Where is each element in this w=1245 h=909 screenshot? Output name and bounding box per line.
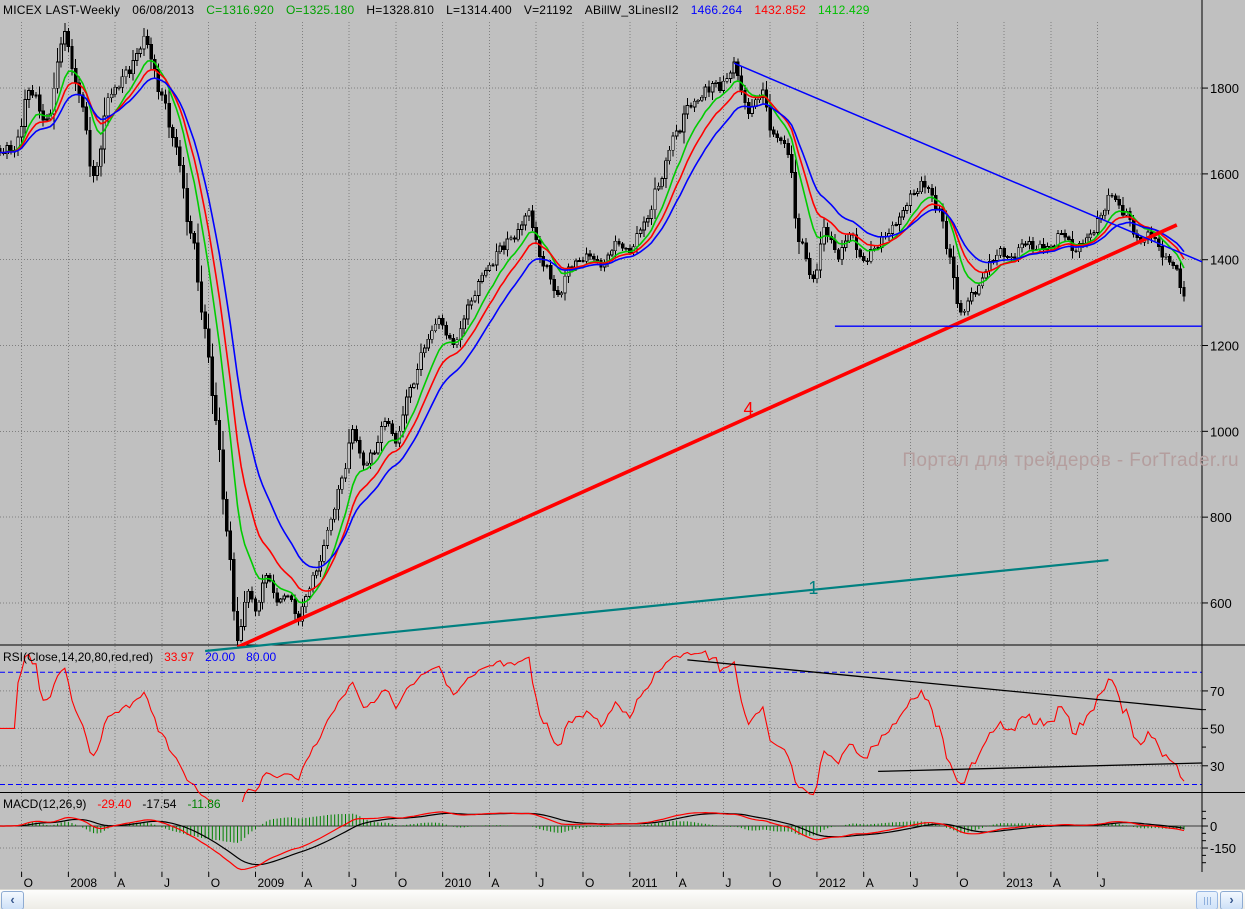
moving-averages — [0, 59, 1185, 604]
x-axis-label: A — [679, 876, 687, 890]
scroll-right-button[interactable]: › — [1220, 891, 1243, 909]
header-item: O=1325.180 — [286, 3, 355, 17]
x-axis-label: A — [491, 876, 499, 890]
macd-value: -17.54 — [142, 797, 177, 811]
header-item: H=1328.810 — [366, 3, 435, 17]
x-axis-label: A — [117, 876, 125, 890]
macd-signal-line — [0, 812, 1185, 866]
x-axis-label: O — [959, 876, 968, 890]
trendline-4-label: 4 — [744, 399, 754, 419]
header-item: L=1314.400 — [446, 3, 512, 17]
x-axis-label: J — [351, 876, 357, 890]
x-axis-label: O — [772, 876, 781, 890]
rsi-value: 20.00 — [205, 650, 236, 664]
rsi-axis-label: 70 — [1210, 684, 1224, 699]
horizontal-scrollbar[interactable]: ‹ › — [0, 889, 1245, 909]
header-item: C=1316.920 — [206, 3, 275, 17]
macd-line — [0, 811, 1185, 871]
rsi-lower-trendline — [878, 762, 1203, 773]
rsi-line — [0, 650, 1185, 802]
header-item: 06/08/2013 — [132, 3, 195, 17]
price-axis-label: 1600 — [1210, 167, 1239, 182]
resistance-trendline — [733, 62, 1203, 263]
price-axis-label: 1400 — [1210, 253, 1239, 268]
scroll-left-button[interactable]: ‹ — [1, 891, 24, 909]
x-axis-label: 2010 — [445, 876, 472, 890]
candlestick-series — [0, 23, 1186, 649]
rsi-axis-label: 50 — [1210, 721, 1224, 736]
header-item: ABillW_3LinesII2 — [584, 3, 679, 17]
rsi-value: 33.97 — [164, 650, 195, 664]
macd-histogram — [3, 813, 1185, 843]
header-item: 1412.429 — [818, 3, 870, 17]
macd-axis-label: 0 — [1210, 819, 1217, 834]
x-axis-label: O — [398, 876, 407, 890]
x-axis-label: 2011 — [632, 876, 658, 890]
x-axis-label: O — [24, 876, 33, 890]
x-axis-label: A — [304, 876, 312, 890]
x-axis-label: O — [211, 876, 220, 890]
rsi-axis-label: 30 — [1210, 759, 1224, 774]
x-axis-label: 2012 — [819, 876, 846, 890]
trendline-1 — [205, 558, 1109, 653]
price-axis-label: 600 — [1210, 596, 1232, 611]
trendline-1-label: 1 — [808, 578, 818, 598]
x-axis-label: J — [725, 876, 731, 890]
rsi-upper-trendline — [687, 659, 1203, 711]
macd-value: -29.40 — [97, 797, 132, 811]
x-axis-label: A — [1053, 876, 1061, 890]
x-axis-label: J — [538, 876, 544, 890]
ma-mid-line — [0, 69, 1185, 592]
macd-axis-label: -150 — [1210, 841, 1236, 856]
rsi-value: 80.00 — [246, 650, 277, 664]
chevron-right-icon: › — [1229, 892, 1234, 907]
price-axis-label: 1000 — [1210, 424, 1239, 439]
x-axis-label: 2009 — [258, 876, 285, 890]
watermark: Портал для трейдеров - ForTrader.ru — [902, 450, 1239, 471]
macd-label: MACD(12,26,9) — [3, 797, 87, 811]
ma-slow-line — [0, 77, 1185, 569]
header-bar: MICEX LAST-Weekly 06/08/2013 C=1316.920 O=1… — [3, 3, 870, 17]
price-axis-label: 1800 — [1210, 81, 1239, 96]
x-axis-label: J — [912, 876, 918, 890]
x-axis-label: A — [866, 876, 874, 890]
header-item: MICEX LAST-Weekly — [3, 3, 121, 17]
x-axis-label: J — [164, 876, 170, 890]
header-item: 1432.852 — [754, 3, 807, 17]
macd-label-row: MACD(12,26,9) -29.40 -17.54 -11.86 — [3, 797, 221, 811]
x-axis-label: 2008 — [70, 876, 97, 890]
price-axis-label: 1200 — [1210, 339, 1239, 354]
price-axis-label: 800 — [1210, 510, 1232, 525]
rsi-label: RSI(Close,14,20,80,red,red) — [3, 650, 154, 664]
x-axis-label: O — [585, 876, 594, 890]
x-axis-label: J — [1100, 876, 1106, 890]
trendline-4 — [236, 223, 1178, 649]
macd-value: -11.86 — [187, 797, 221, 811]
scrollbar-thumb[interactable] — [1196, 891, 1218, 909]
header-item: V=21192 — [523, 3, 573, 17]
x-axis-label: 2013 — [1006, 876, 1033, 890]
rsi-label-row: RSI(Close,14,20,80,red,red) 33.97 20.00 80… — [3, 650, 276, 664]
header-item: 1466.264 — [690, 3, 743, 17]
chevron-left-icon: ‹ — [10, 892, 15, 907]
